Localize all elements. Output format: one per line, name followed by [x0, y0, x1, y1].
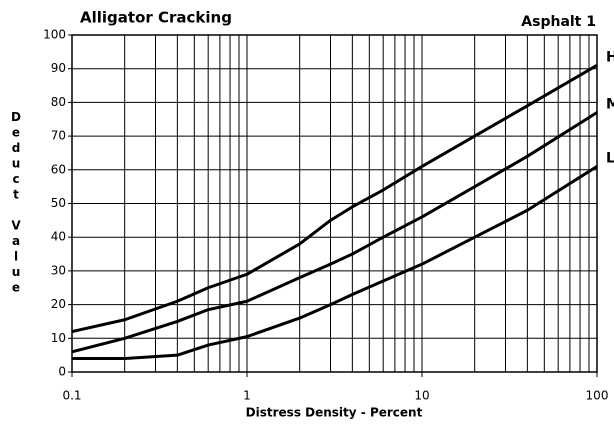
series-line: [71, 111, 598, 354]
x-tick-label: 10: [414, 389, 429, 403]
y-tick-label: 30: [51, 263, 66, 277]
chart-title: Alligator Cracking: [80, 9, 232, 27]
y-tick-label: 10: [51, 331, 66, 345]
y-tick-label: 80: [51, 95, 66, 109]
series-label: L: [606, 150, 614, 166]
y-tick-label: 60: [51, 162, 66, 176]
y-tick-label: 70: [51, 129, 66, 143]
series-label: H: [606, 49, 614, 65]
y-tick-label: 100: [43, 28, 66, 42]
y-tick-label: 0: [58, 365, 66, 379]
series-line: [71, 64, 598, 334]
series-label: M: [606, 97, 614, 113]
plot-frame: [71, 34, 598, 373]
y-tick-label: 90: [51, 61, 66, 75]
y-tick-label: 50: [51, 196, 66, 210]
series-line: [72, 165, 598, 361]
x-axis-label: Distress Density - Percent: [246, 406, 423, 420]
x-tick-label: 0.1: [62, 389, 81, 403]
x-tick-label: 100: [586, 389, 609, 403]
y-tick-label: 40: [51, 230, 66, 244]
x-tick-label: 1: [243, 389, 251, 403]
y-tick-label: 20: [51, 297, 66, 311]
chart-subtitle: Asphalt 1: [521, 14, 596, 30]
